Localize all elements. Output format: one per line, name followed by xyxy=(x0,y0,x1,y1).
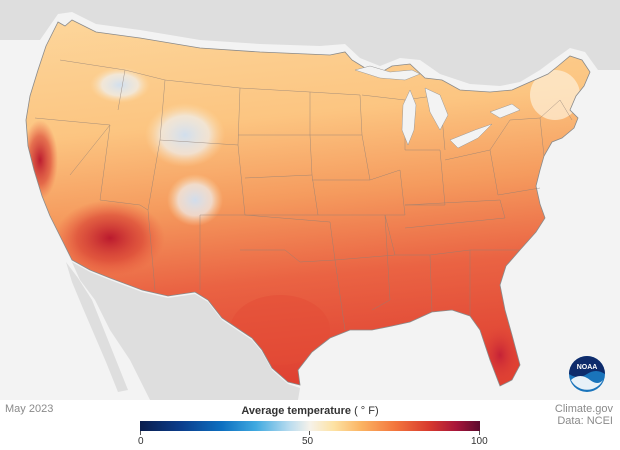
credit-data-source: Data: NCEI xyxy=(557,415,613,427)
legend-tick-0: 0 xyxy=(138,436,144,447)
noaa-logo-text: NOAA xyxy=(577,364,598,371)
legend-unit: ( ° F) xyxy=(354,405,379,417)
canada-landmass xyxy=(0,0,620,86)
baja-peninsula xyxy=(66,262,128,392)
date-label: May 2023 xyxy=(5,403,54,415)
legend-color-bar xyxy=(140,421,480,431)
legend-tickmark-100 xyxy=(479,431,480,435)
great-lakes xyxy=(354,65,521,149)
mexico-landmass xyxy=(62,240,300,400)
legend-tick-50: 50 xyxy=(302,436,314,447)
noaa-logo: NOAA xyxy=(569,356,605,392)
state-boundaries xyxy=(34,59,573,331)
legend-title-text: Average temperature xyxy=(241,405,351,417)
credit-climate-gov: Climate.gov xyxy=(554,403,613,415)
legend-tickmark-50 xyxy=(309,431,310,435)
temperature-map: NOAA xyxy=(0,0,620,400)
legend-title: Average temperature ( ° F) xyxy=(140,405,480,417)
legend-tickmark-0 xyxy=(140,431,141,435)
map-canvas: NOAA xyxy=(0,0,620,400)
legend-tick-100: 100 xyxy=(471,436,488,447)
